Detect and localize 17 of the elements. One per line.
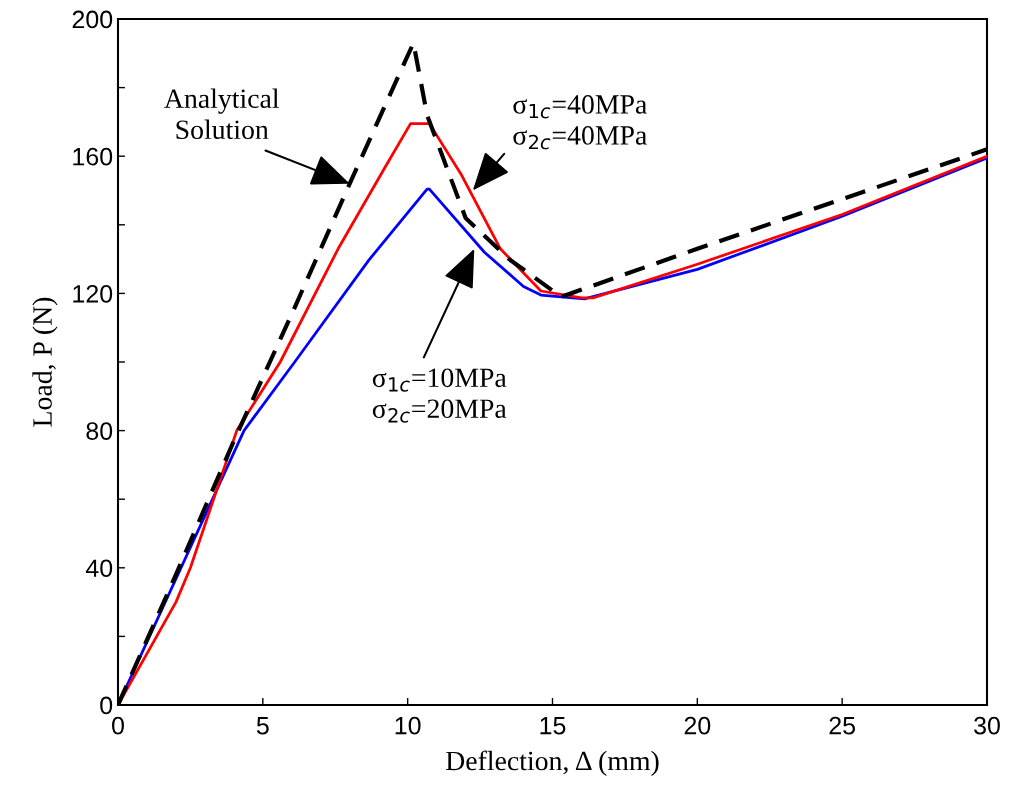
y-tick-label: 120 (73, 285, 113, 303)
y-tick-label: 40 (85, 559, 113, 578)
y-tick-label: 0 (100, 696, 113, 715)
annotation: σ$_{1c}$=10MPa σ$_{2c}$=20MPa (372, 368, 507, 423)
y-axis-title: Load, P (N) (32, 297, 58, 427)
y-tick-label: 80 (86, 422, 113, 440)
annotation: σ$_{1c}$=40MPa σ$_{2c}$=40MPa (513, 95, 647, 150)
x-tick-label: 5 (256, 717, 269, 735)
x-axis-title: Deflection, Δ (mm) (446, 750, 659, 776)
annotation: Analytical Solution (164, 88, 280, 140)
x-tick-label: 25 (829, 716, 856, 735)
y-tick-label: 160 (73, 147, 113, 166)
x-tick-label: 30 (974, 716, 1000, 735)
y-tick-label: 200 (72, 10, 113, 29)
x-tick-label: 15 (540, 717, 566, 735)
x-tick-label: 20 (684, 716, 711, 735)
x-tick-label: 10 (395, 716, 421, 735)
